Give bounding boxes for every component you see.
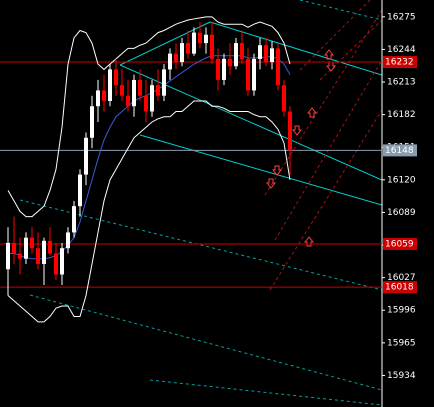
candle-body xyxy=(288,111,292,151)
arrow-down xyxy=(291,125,303,136)
candle-body xyxy=(282,85,286,112)
candle-body xyxy=(120,85,124,96)
y-tick-label: 15934 xyxy=(387,371,416,381)
candle-body xyxy=(264,45,268,63)
candle-body xyxy=(276,48,280,86)
candle-body xyxy=(150,85,154,112)
candle-body xyxy=(168,53,172,70)
y-tick-label: 16244 xyxy=(387,45,416,55)
candle-body xyxy=(216,58,220,80)
y-tick-label: 16275 xyxy=(387,12,416,22)
level-label: 16059 xyxy=(385,239,414,249)
channel-dash xyxy=(149,379,383,406)
indicator-line xyxy=(7,16,291,218)
y-tick-label: 16027 xyxy=(387,273,416,283)
candle-body xyxy=(174,53,178,63)
level-label: 16018 xyxy=(385,283,414,293)
candle-body xyxy=(144,95,148,112)
candle-body xyxy=(126,95,130,107)
candle-body xyxy=(30,237,34,249)
candle-body xyxy=(132,79,136,107)
channel-line xyxy=(119,64,383,181)
level-label-box xyxy=(383,144,417,157)
candle-body xyxy=(78,174,82,207)
candle-body xyxy=(66,232,70,249)
candle-body xyxy=(114,69,118,86)
candle-body xyxy=(240,43,244,59)
arrow-up xyxy=(306,107,318,118)
candle-body xyxy=(102,90,106,101)
candle-body xyxy=(210,34,214,59)
y-tick-label: 16089 xyxy=(387,208,416,218)
candle-body xyxy=(24,237,28,259)
candle-body xyxy=(162,69,166,96)
level-label-box xyxy=(383,281,417,294)
candle-body xyxy=(6,242,10,270)
candle-body xyxy=(108,69,112,101)
candle-body xyxy=(42,240,46,264)
candle-body xyxy=(72,206,76,233)
arrow-down xyxy=(325,61,337,72)
channel-dash xyxy=(299,0,383,21)
channel-line xyxy=(119,21,211,66)
candle-body xyxy=(180,43,184,63)
candle-body xyxy=(186,43,190,54)
candle-body xyxy=(258,45,262,59)
level-label-box xyxy=(383,56,417,69)
channel-line xyxy=(209,21,383,76)
candle-body xyxy=(234,43,238,67)
candle-body xyxy=(192,32,196,54)
candle-body xyxy=(90,106,94,138)
candle-body xyxy=(18,253,22,259)
candle-body xyxy=(270,48,274,63)
candle-body xyxy=(222,58,226,80)
level-label: 16232 xyxy=(385,58,414,68)
y-tick-label: 16182 xyxy=(387,110,416,120)
candle-body xyxy=(48,240,52,254)
candle-body xyxy=(54,253,58,275)
candle-body xyxy=(156,85,160,96)
channel-dash xyxy=(29,294,383,391)
candle-body xyxy=(12,242,16,254)
candle-body xyxy=(60,248,64,275)
candle-body xyxy=(252,58,256,91)
candle-body xyxy=(138,79,142,96)
fan-line xyxy=(299,0,371,71)
arrow-up xyxy=(303,236,315,247)
y-tick-label: 15996 xyxy=(387,306,416,316)
fan-line xyxy=(264,9,383,196)
level-label-box xyxy=(383,237,417,250)
candle-body xyxy=(198,32,202,44)
candle-body xyxy=(246,58,250,91)
candle-body xyxy=(96,90,100,107)
arrow-down xyxy=(271,165,283,176)
indicator-line xyxy=(7,100,291,323)
arrow-up xyxy=(323,49,335,60)
arrow-down xyxy=(265,178,277,189)
y-tick-label: 15965 xyxy=(387,338,416,348)
candle-body xyxy=(228,58,232,67)
candle-body xyxy=(84,137,88,175)
level-label: 16148 xyxy=(385,146,414,156)
y-tick-label: 16120 xyxy=(387,175,416,185)
y-tick-label: 16213 xyxy=(387,78,416,88)
fan-line xyxy=(269,109,383,291)
candle-body xyxy=(36,248,40,264)
channel-line xyxy=(139,134,383,206)
candle-body xyxy=(204,34,208,44)
